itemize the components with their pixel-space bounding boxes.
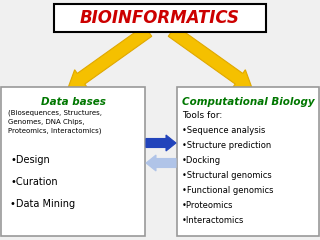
Text: Tools for:: Tools for:	[182, 111, 222, 120]
Text: •Structure prediction: •Structure prediction	[182, 141, 271, 150]
Text: •Data Mining: •Data Mining	[10, 199, 75, 209]
Polygon shape	[146, 155, 176, 171]
FancyBboxPatch shape	[54, 4, 266, 32]
Polygon shape	[146, 135, 176, 151]
Text: Computational Biology: Computational Biology	[182, 97, 314, 107]
Text: •Interactomics: •Interactomics	[182, 216, 244, 225]
Text: •Functional genomics: •Functional genomics	[182, 186, 274, 195]
Text: •Docking: •Docking	[182, 156, 221, 165]
Text: •Curation: •Curation	[10, 177, 58, 187]
Text: Data bases: Data bases	[41, 97, 105, 107]
Polygon shape	[168, 26, 252, 88]
FancyBboxPatch shape	[177, 87, 319, 236]
Polygon shape	[68, 26, 152, 88]
Text: •Proteomics: •Proteomics	[182, 201, 234, 210]
Text: •Design: •Design	[10, 155, 50, 165]
Text: (Biosequences, Structures,
Genomes, DNA Chips,
Proteomics, Interactomics): (Biosequences, Structures, Genomes, DNA …	[8, 110, 102, 134]
Text: •Structural genomics: •Structural genomics	[182, 171, 272, 180]
Text: •Sequence analysis: •Sequence analysis	[182, 126, 265, 135]
FancyBboxPatch shape	[1, 87, 145, 236]
Text: BIOINFORMATICS: BIOINFORMATICS	[80, 9, 240, 27]
